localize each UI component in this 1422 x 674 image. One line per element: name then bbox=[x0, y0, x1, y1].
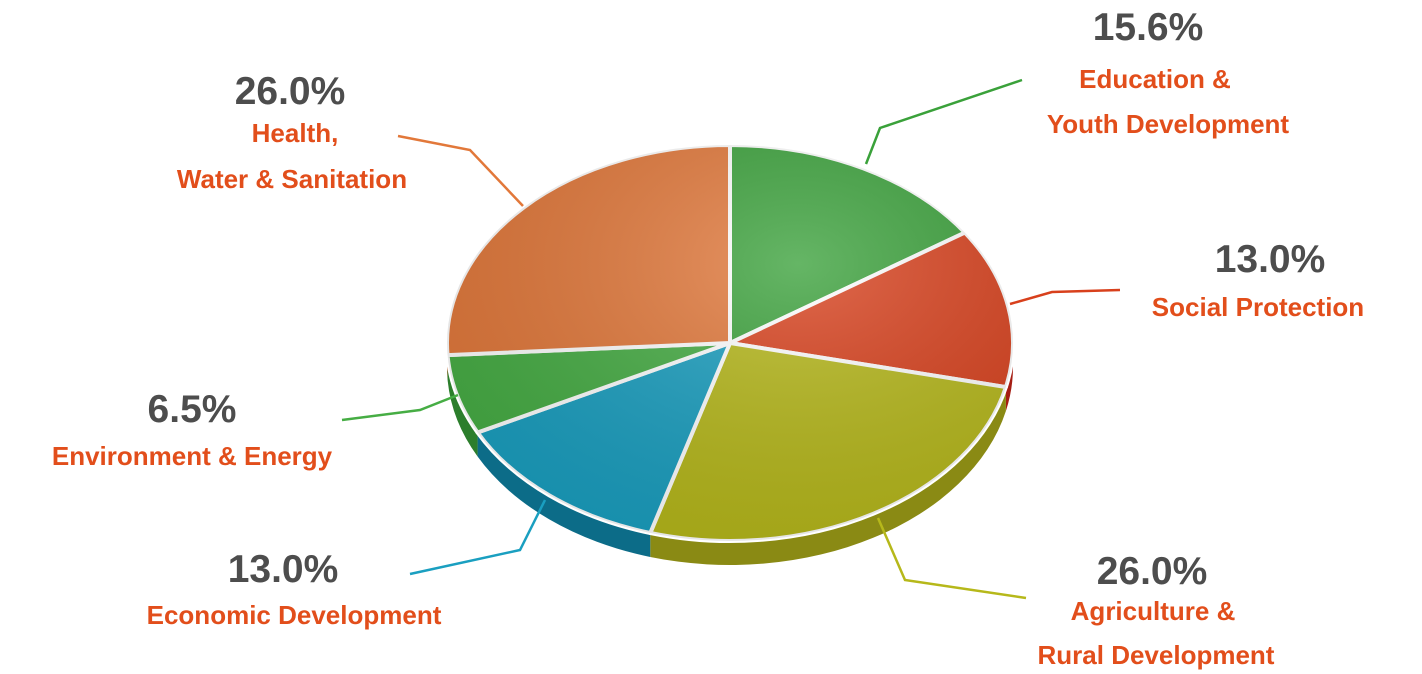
leader-line-3 bbox=[409, 499, 547, 576]
category-label-1-line-0: Social Protection bbox=[1152, 292, 1364, 322]
pie-slice-5 bbox=[445, 143, 732, 358]
leader-lines bbox=[341, 78, 1121, 600]
category-label-0-line-1: Youth Development bbox=[1047, 109, 1290, 139]
pie-top bbox=[445, 143, 1015, 543]
slice-labels: 15.6% Education & Youth Development 13.0% So… bbox=[52, 6, 1364, 670]
category-label-2-line-0: Agriculture & bbox=[1071, 596, 1236, 626]
category-label-5-line-1: Water & Sanitation bbox=[177, 164, 407, 194]
value-label-2: 26.0% bbox=[1097, 550, 1208, 593]
category-label-2-line-1: Rural Development bbox=[1038, 640, 1275, 670]
value-label-0: 15.6% bbox=[1093, 6, 1204, 49]
leader-line-5 bbox=[397, 134, 524, 207]
leader-line-1 bbox=[1009, 288, 1121, 306]
value-label-1: 13.0% bbox=[1215, 238, 1326, 281]
category-label-0-line-0: Education & bbox=[1079, 64, 1231, 94]
value-label-3: 13.0% bbox=[228, 548, 339, 591]
category-label-4-line-0: Environment & Energy bbox=[52, 441, 333, 471]
category-label-3-line-0: Economic Development bbox=[147, 600, 442, 630]
leader-line-4 bbox=[341, 393, 459, 422]
value-label-5: 26.0% bbox=[235, 70, 346, 113]
category-label-5-line-0: Health, bbox=[252, 118, 339, 148]
leader-line-0 bbox=[864, 78, 1023, 165]
leader-line-2 bbox=[876, 517, 1027, 600]
value-label-4: 6.5% bbox=[148, 388, 237, 431]
